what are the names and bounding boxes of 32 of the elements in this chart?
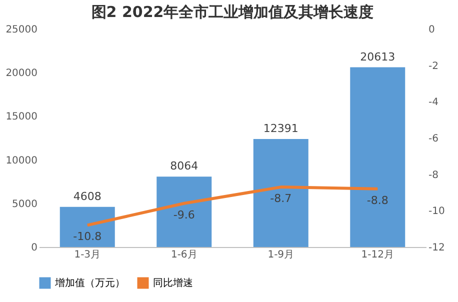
bar <box>253 138 308 247</box>
data-label: -8.7 <box>270 192 292 206</box>
y2-tick-label: 0 <box>428 24 435 36</box>
x-tick-label: 1-9月 <box>268 250 294 260</box>
bar <box>60 206 115 247</box>
y-tick-label: 5000 <box>12 198 38 210</box>
y2-tick-label: -10 <box>428 206 445 218</box>
data-label: 8064 <box>170 160 198 173</box>
y2-tick-label: -6 <box>428 134 438 144</box>
data-label: 4608 <box>73 190 102 203</box>
y2-tick-label: -12 <box>428 242 445 254</box>
data-label: 12391 <box>263 122 298 135</box>
y-tick-label: 20000 <box>6 68 38 80</box>
data-label: -9.6 <box>173 208 195 222</box>
x-tick-label: 1-3月 <box>74 250 101 260</box>
y-tick-label: 25000 <box>6 24 38 36</box>
y-tick-label: 10000 <box>6 155 38 166</box>
y-tick-label: 0 <box>31 242 38 254</box>
legend-label: 增加值（万元） <box>54 277 125 289</box>
data-label: -8.8 <box>366 194 388 207</box>
y2-tick-label: -2 <box>428 60 438 72</box>
y2-tick-label: -8 <box>428 170 438 181</box>
bar <box>156 176 212 247</box>
y-tick-label: 15000 <box>6 112 38 123</box>
x-tick-label: 1-6月 <box>170 250 198 260</box>
y2-tick-label: -4 <box>428 97 438 108</box>
data-label: 20613 <box>360 50 396 64</box>
bar <box>350 67 406 247</box>
x-tick-label: 1-12月 <box>361 250 394 260</box>
chart-title: 图2 2022年全市工业增加值及其增长速度 <box>91 3 374 21</box>
data-label: -10.8 <box>73 230 102 244</box>
legend-label: 同比增速 <box>153 277 193 289</box>
